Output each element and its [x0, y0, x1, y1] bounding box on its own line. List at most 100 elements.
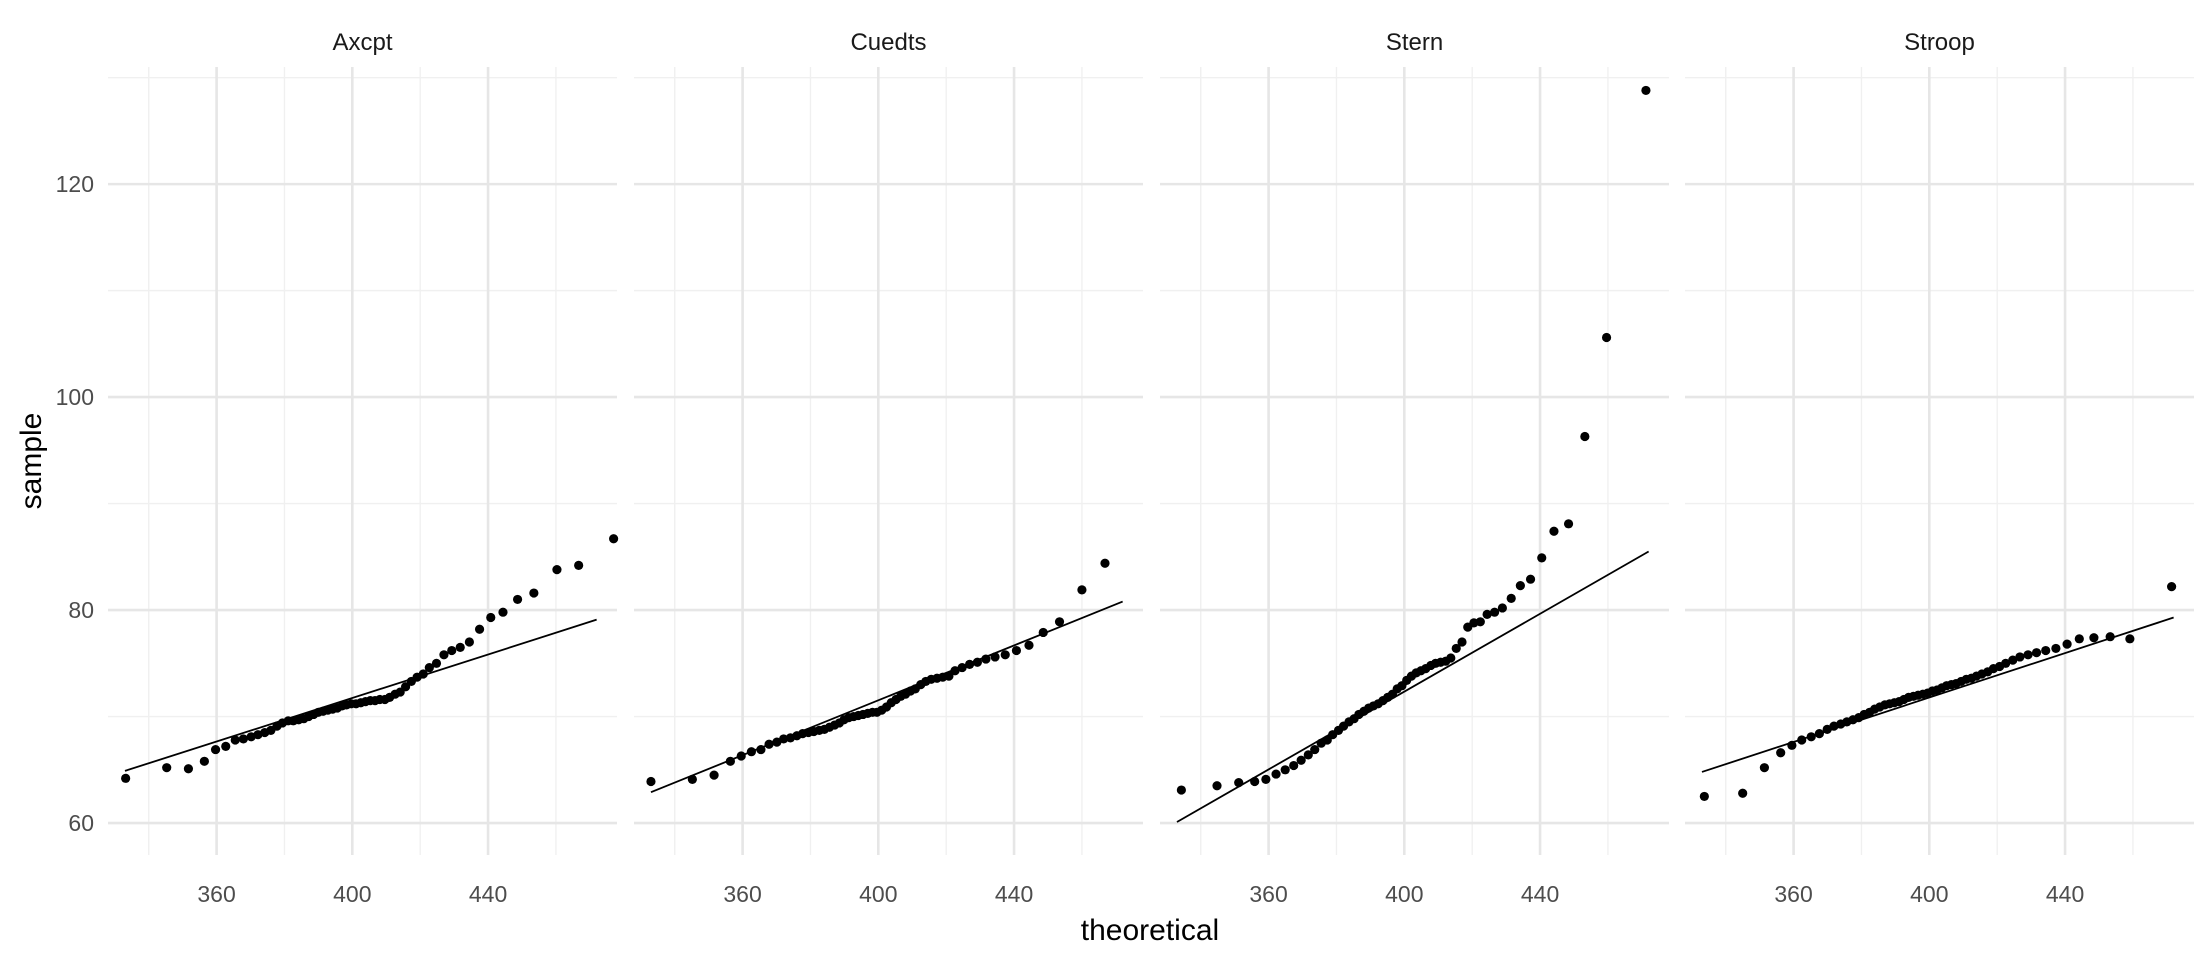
- x-tick-label: 440: [2046, 881, 2084, 907]
- data-point: [2089, 633, 2099, 643]
- data-point: [455, 642, 465, 652]
- x-tick-label: 440: [469, 881, 507, 907]
- data-point: [1806, 732, 1816, 742]
- data-point: [1234, 777, 1244, 788]
- panel-title-stroop: Stroop: [1904, 29, 1975, 56]
- data-point: [1250, 776, 1260, 787]
- panel-title-axcpt: Axcpt: [332, 29, 392, 56]
- data-point: [1261, 774, 1271, 784]
- data-point: [950, 666, 960, 676]
- data-point: [529, 588, 539, 598]
- data-point: [609, 534, 619, 544]
- x-tick-label: 360: [1774, 881, 1812, 907]
- data-point: [756, 744, 766, 755]
- data-point: [1601, 332, 1612, 343]
- data-point: [447, 645, 457, 656]
- data-point: [1525, 574, 1536, 584]
- data-point: [574, 560, 584, 570]
- data-point: [1011, 645, 1022, 656]
- data-point: [552, 565, 562, 575]
- qq-reference-line: [650, 600, 1123, 794]
- data-point: [1814, 729, 1824, 739]
- data-point: [2105, 632, 2115, 642]
- data-point: [2125, 634, 2135, 644]
- data-point: [1100, 558, 1110, 568]
- data-point: [944, 671, 954, 681]
- data-point: [210, 744, 221, 755]
- data-point: [1482, 609, 1492, 619]
- data-point: [199, 756, 209, 766]
- qq-reference-line: [1701, 616, 2174, 773]
- data-point: [121, 773, 131, 783]
- data-point: [400, 682, 411, 692]
- data-point: [1303, 750, 1313, 760]
- data-point: [512, 594, 523, 605]
- x-axis-title: theoretical: [1081, 914, 1219, 947]
- x-tick-label: 440: [1521, 881, 1559, 907]
- data-point: [1563, 519, 1574, 529]
- data-point: [1759, 763, 1770, 773]
- data-point: [687, 774, 697, 784]
- data-point: [1289, 760, 1299, 771]
- data-point: [1787, 740, 1797, 750]
- x-tick-label: 360: [723, 881, 761, 907]
- data-point: [1024, 640, 1034, 650]
- data-point: [221, 741, 231, 751]
- data-point: [2031, 648, 2042, 658]
- data-point: [2051, 643, 2061, 654]
- data-point: [486, 612, 496, 623]
- data-point: [474, 624, 485, 634]
- data-point: [230, 735, 240, 745]
- data-point: [764, 739, 774, 749]
- panel-cuedts: Cuedts 360 400 440: [634, 29, 1143, 907]
- x-tick-label: 400: [333, 881, 371, 907]
- data-point: [418, 669, 428, 679]
- y-tick-label: 120: [56, 171, 94, 197]
- data-point: [1310, 744, 1320, 755]
- x-tick-label: 400: [859, 881, 897, 907]
- data-point: [779, 734, 789, 744]
- panel-axcpt: Axcpt 360 400 440: [108, 29, 619, 907]
- data-point: [1446, 653, 1456, 663]
- data-point: [1506, 593, 1516, 603]
- panel-stern: Stern 360 400 440: [1160, 29, 1669, 907]
- data-point: [646, 776, 656, 787]
- x-tick-label: 360: [1249, 881, 1287, 907]
- data-point: [2008, 655, 2018, 665]
- data-point: [1054, 617, 1065, 627]
- data-point: [1537, 553, 1547, 563]
- data-point: [2015, 652, 2025, 662]
- data-point: [238, 734, 248, 744]
- data-point: [498, 607, 508, 617]
- y-axis-title: sample: [15, 413, 48, 510]
- data-point: [1176, 785, 1186, 795]
- data-point: [1489, 607, 1500, 617]
- data-point: [1497, 603, 1507, 613]
- data-point: [2062, 639, 2072, 649]
- y-tick-label: 60: [68, 810, 94, 836]
- x-tick-label: 440: [995, 881, 1033, 907]
- data-point: [1038, 627, 1048, 638]
- data-point: [1077, 585, 1087, 595]
- data-point: [1776, 748, 1786, 758]
- data-point: [1475, 617, 1485, 627]
- data-point: [162, 763, 172, 773]
- data-point: [2167, 582, 2177, 592]
- data-point: [1280, 765, 1290, 775]
- data-point: [464, 637, 474, 647]
- y-tick-label: 80: [68, 597, 94, 623]
- data-point: [2001, 658, 2011, 668]
- data-point: [1000, 650, 1010, 660]
- data-point: [981, 654, 991, 664]
- data-point: [957, 662, 967, 673]
- data-point: [424, 662, 434, 673]
- data-point: [431, 658, 442, 668]
- data-point: [1699, 791, 1709, 802]
- data-point: [1451, 643, 1461, 654]
- data-point: [183, 764, 194, 774]
- data-point: [1212, 781, 1222, 791]
- data-point: [746, 747, 757, 757]
- data-point: [1515, 580, 1525, 591]
- x-tick-label: 400: [1910, 881, 1948, 907]
